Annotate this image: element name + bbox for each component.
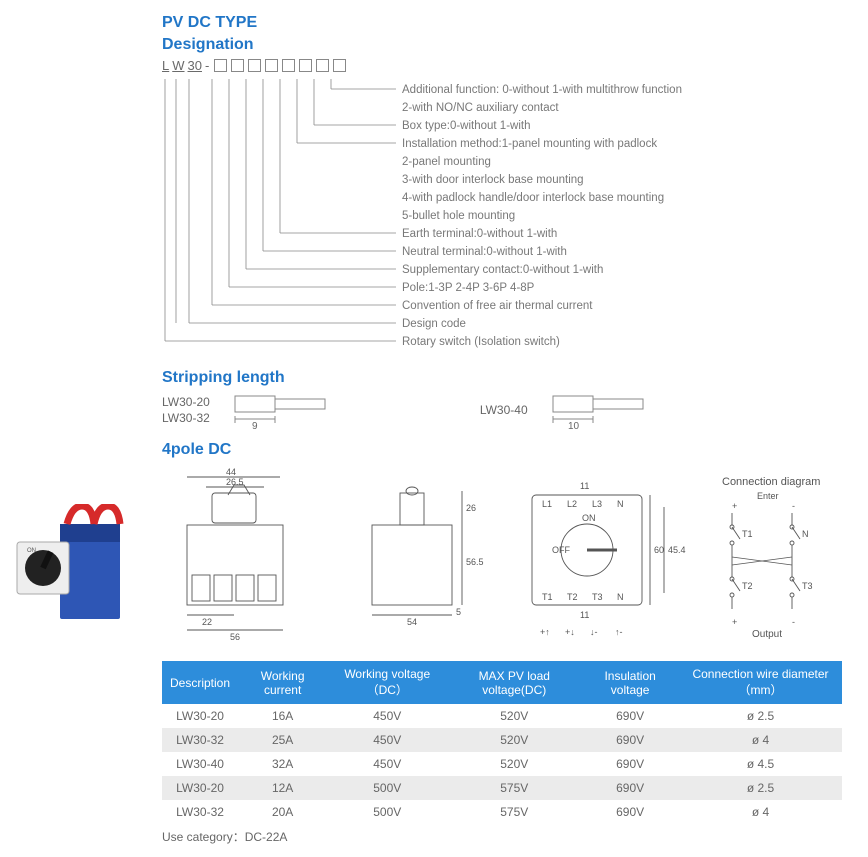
svg-text:Output: Output bbox=[752, 629, 782, 640]
svg-text:T2: T2 bbox=[742, 581, 753, 591]
svg-text:+: + bbox=[732, 617, 737, 627]
svg-text:2-panel mounting: 2-panel mounting bbox=[402, 156, 491, 168]
svg-text:N: N bbox=[802, 529, 809, 539]
table-row: LW30-4032A450V520V690Vø 4.5 bbox=[162, 752, 842, 776]
strip-diagram-left: 9 bbox=[230, 391, 340, 431]
heading-4pole: 4pole DC bbox=[162, 441, 856, 459]
use-category: Use category：DC-22A bbox=[162, 828, 856, 845]
svg-text:N: N bbox=[617, 499, 624, 509]
svg-text:+↓: +↓ bbox=[565, 627, 575, 637]
table-row: LW30-3225A450V520V690Vø 4 bbox=[162, 728, 842, 752]
svg-text:60: 60 bbox=[654, 545, 664, 555]
svg-text:44: 44 bbox=[226, 467, 236, 477]
svg-text:11: 11 bbox=[580, 481, 589, 491]
svg-text:45.4: 45.4 bbox=[668, 545, 686, 555]
svg-text:ON: ON bbox=[582, 513, 596, 523]
svg-text:N: N bbox=[617, 592, 624, 602]
svg-text:ON: ON bbox=[27, 548, 36, 554]
svg-text:2-with NO/NC auxiliary contact: 2-with NO/NC auxiliary contact bbox=[402, 102, 559, 114]
table-header: Working current bbox=[238, 661, 327, 704]
svg-text:L3: L3 bbox=[592, 499, 602, 509]
svg-text:5: 5 bbox=[456, 607, 461, 617]
table-row: LW30-2016A450V520V690Vø 2.5 bbox=[162, 704, 842, 728]
svg-text:Pole:1-3P 2-4P 3-6P 4-8P: Pole:1-3P 2-4P 3-6P 4-8P bbox=[402, 282, 535, 294]
svg-text:Enter: Enter bbox=[757, 491, 779, 501]
svg-text:4-with padlock handle/door int: 4-with padlock handle/door interlock bas… bbox=[402, 192, 664, 204]
stripping-row: LW30-20 LW30-32 9 LW30-40 10 bbox=[162, 391, 856, 431]
svg-text:Box type:0-without 1-with: Box type:0-without 1-with bbox=[402, 120, 530, 132]
svg-text:Neutral terminal:0-without 1-: Neutral terminal:0-without 1-with bbox=[402, 246, 567, 258]
svg-text:54: 54 bbox=[407, 617, 417, 627]
svg-text:OFF: OFF bbox=[552, 545, 570, 555]
svg-text:9: 9 bbox=[252, 421, 258, 431]
svg-text:Design code: Design code bbox=[402, 318, 466, 330]
designation-bracket-diagram: Additional function: 0-without 1-with mu… bbox=[162, 79, 862, 359]
designation-code-row: LW30- bbox=[162, 58, 856, 73]
svg-text:56.5: 56.5 bbox=[466, 557, 484, 567]
heading-pvdc: PV DC TYPE bbox=[162, 14, 856, 32]
svg-text:11: 11 bbox=[580, 610, 589, 620]
svg-text:-: - bbox=[792, 617, 795, 627]
svg-text:T3: T3 bbox=[802, 581, 813, 591]
table-header: Insulation voltage bbox=[581, 661, 679, 704]
svg-text:Rotary switch (Isolation switc: Rotary switch (Isolation switch) bbox=[402, 336, 560, 348]
svg-text:26.5: 26.5 bbox=[226, 477, 244, 487]
table-header: MAX PV load voltage(DC) bbox=[447, 661, 581, 704]
svg-text:Supplementary contact:0-withou: Supplementary contact:0-without 1-with bbox=[402, 264, 603, 276]
heading-designation: Designation bbox=[162, 36, 856, 54]
svg-text:-: - bbox=[792, 501, 795, 511]
svg-text:3-with door interlock base mou: 3-with door interlock base mounting bbox=[402, 174, 584, 186]
strip-label-left: LW30-20 LW30-32 bbox=[162, 395, 210, 426]
svg-text:Installation method:1-panel mo: Installation method:1-panel mounting wit… bbox=[402, 138, 657, 150]
svg-text:T1: T1 bbox=[542, 592, 553, 602]
table-row: LW30-3220A500V575V690Vø 4 bbox=[162, 800, 842, 824]
spec-table: DescriptionWorking currentWorking voltag… bbox=[162, 661, 842, 824]
svg-text:26: 26 bbox=[466, 503, 476, 513]
svg-text:56: 56 bbox=[230, 632, 240, 642]
strip-label-right: LW30-40 bbox=[480, 403, 528, 419]
table-header: Connection wire diameter（mm） bbox=[679, 661, 842, 704]
svg-text:T2: T2 bbox=[567, 592, 578, 602]
svg-text:+↑: +↑ bbox=[540, 627, 550, 637]
svg-text:Earth terminal:0-without 1-wi: Earth terminal:0-without 1-with bbox=[402, 228, 557, 240]
heading-stripping: Stripping length bbox=[162, 369, 856, 387]
svg-text:T3: T3 bbox=[592, 592, 603, 602]
technical-drawings: 4426.5 22 56 26 56.5 54 5 ON OFF L1 L2 L3 N T1 T2 T3 N 60… bbox=[162, 465, 856, 653]
svg-text:Convention of free air thermal: Convention of free air thermal current bbox=[402, 300, 593, 312]
svg-text:L2: L2 bbox=[567, 499, 577, 509]
strip-diagram-right: 10 bbox=[548, 391, 658, 431]
svg-text:Additional function: 0-without: Additional function: 0-without 1-with mu… bbox=[402, 84, 682, 96]
product-illustration: ON bbox=[12, 504, 132, 634]
svg-text:Connection diagram: Connection diagram bbox=[722, 476, 820, 488]
svg-text:↑-: ↑- bbox=[615, 627, 623, 637]
svg-text:10: 10 bbox=[568, 421, 580, 431]
svg-text:22: 22 bbox=[202, 617, 212, 627]
svg-text:↓-: ↓- bbox=[590, 627, 598, 637]
svg-text:L1: L1 bbox=[542, 499, 552, 509]
strip-label-2: LW30-32 bbox=[162, 411, 210, 427]
table-header: Description bbox=[162, 661, 238, 704]
strip-label-1: LW30-20 bbox=[162, 395, 210, 411]
svg-text:T1: T1 bbox=[742, 529, 753, 539]
svg-text:5-bullet hole mounting: 5-bullet hole mounting bbox=[402, 210, 515, 222]
table-header: Working voltage（DC） bbox=[327, 661, 447, 704]
svg-text:+: + bbox=[732, 501, 737, 511]
table-row: LW30-2012A500V575V690Vø 2.5 bbox=[162, 776, 842, 800]
